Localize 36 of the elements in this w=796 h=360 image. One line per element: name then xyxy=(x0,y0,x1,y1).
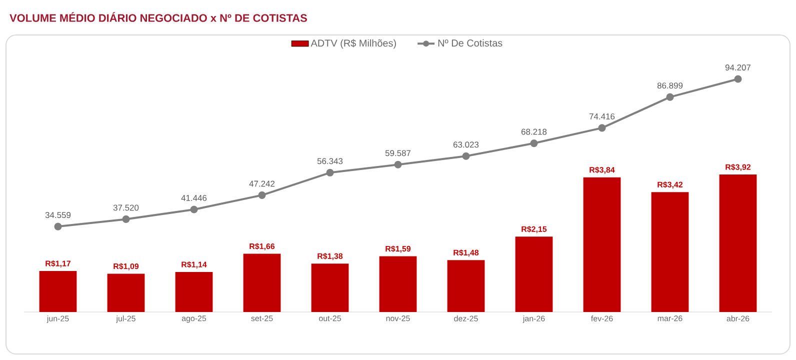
data-label: 41.446 xyxy=(181,194,207,201)
point xyxy=(122,215,130,223)
legend-label: ADTV (R$ Milhões) xyxy=(310,39,396,49)
bar xyxy=(515,236,553,312)
data-label: 63.023 xyxy=(453,142,479,148)
bar xyxy=(379,256,417,312)
data-label: 86.899 xyxy=(657,82,683,89)
point xyxy=(666,93,674,101)
point xyxy=(54,222,62,230)
point xyxy=(190,206,198,214)
data-label: 68.218 xyxy=(521,128,547,135)
point xyxy=(326,168,334,176)
point xyxy=(258,191,266,199)
point xyxy=(598,124,606,132)
point xyxy=(734,75,742,83)
data-label: 37.520 xyxy=(113,204,139,211)
bar xyxy=(39,270,77,312)
bar xyxy=(311,264,349,312)
bar xyxy=(719,174,757,312)
data-label: 94.207 xyxy=(725,64,751,70)
bar xyxy=(243,254,281,312)
bar xyxy=(175,272,213,312)
data-label: 59.587 xyxy=(385,150,411,156)
legend-label: Nº De Cotistas xyxy=(438,39,502,47)
point xyxy=(394,160,402,168)
bar xyxy=(583,177,621,312)
bar xyxy=(107,274,145,312)
data-label: 47.242 xyxy=(249,180,275,187)
data-label: 74.416 xyxy=(589,113,615,120)
data-label: 56.343 xyxy=(317,158,343,164)
point xyxy=(462,152,470,160)
bar xyxy=(447,260,485,312)
point xyxy=(530,139,538,148)
bar xyxy=(651,192,689,312)
chart-title: VOLUME MÉDIO DIÁRIO NEGOCIADO x Nº DE COTISTAS xyxy=(10,12,307,22)
data-label: 34.559 xyxy=(45,212,71,218)
